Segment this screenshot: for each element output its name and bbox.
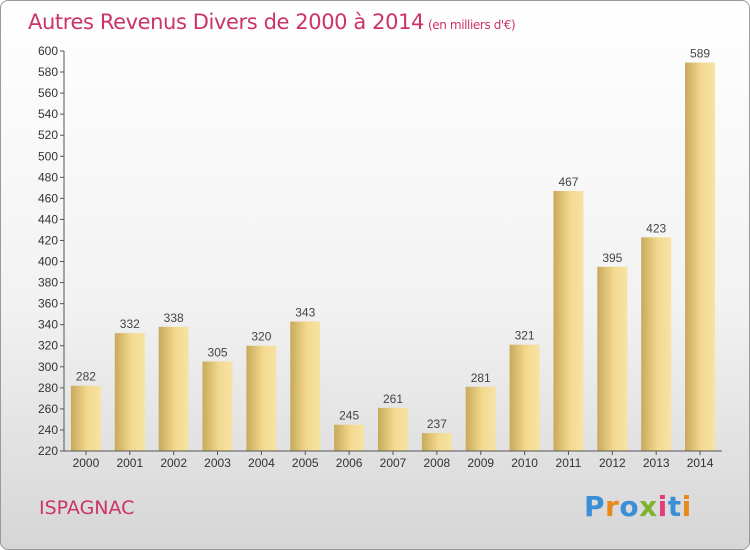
bar-2009: [465, 386, 496, 451]
y-tick-label-220: 220: [38, 444, 58, 458]
logo-letter: P: [584, 490, 606, 523]
y-tick-label-300: 300: [38, 360, 58, 374]
y-tick-label-420: 420: [38, 233, 58, 247]
y-tick-label-480: 480: [38, 170, 58, 184]
x-tick-label-2002: 2002: [160, 456, 187, 470]
data-label-2013: 423: [646, 221, 666, 235]
y-tick-label-580: 580: [38, 65, 58, 79]
y-tick-label-240: 240: [38, 423, 58, 437]
bar-2000: [70, 385, 101, 451]
logo-letter: r: [605, 490, 620, 523]
bar-2007: [378, 407, 408, 451]
bar-2011: [553, 191, 584, 451]
y-tick-label-520: 520: [38, 128, 58, 142]
x-tick-label-2014: 2014: [687, 456, 714, 470]
chart-title: Autres Revenus Divers de 2000 à 2014 (en …: [28, 10, 516, 34]
data-label-2005: 343: [295, 306, 315, 320]
y-tick-label-260: 260: [38, 402, 58, 416]
x-tick-label-2011: 2011: [556, 456, 582, 470]
data-label-2009: 281: [471, 371, 491, 385]
y-tick-label-320: 320: [38, 339, 58, 353]
y-tick-label-280: 280: [38, 381, 58, 395]
x-tick-label-2003: 2003: [204, 456, 231, 470]
data-label-2011: 467: [558, 175, 578, 189]
data-label-2008: 237: [427, 417, 447, 431]
chart-title-text: Autres Revenus Divers de 2000 à 2014: [28, 10, 425, 34]
bar-2003: [202, 361, 233, 451]
data-label-2012: 395: [602, 251, 622, 265]
x-tick-label-2008: 2008: [424, 456, 451, 470]
bar-2004: [246, 345, 277, 451]
x-tick-label-2012: 2012: [599, 456, 626, 470]
bar-2013: [641, 237, 672, 451]
bar-2001: [114, 333, 145, 451]
bar-2012: [597, 266, 628, 451]
data-label-2014: 589: [690, 47, 710, 61]
bars-group: 282 332 338 305 320 343 245 261 237 281 321 467 395 4…: [70, 47, 716, 451]
commune-name: ISPAGNAC: [39, 497, 135, 519]
x-tick-label-2010: 2010: [511, 456, 538, 470]
bar-2008: [421, 433, 452, 451]
bar-2010: [509, 344, 540, 451]
data-label-2003: 305: [208, 346, 228, 360]
bar-2002: [158, 326, 189, 451]
bar-2005: [290, 321, 321, 451]
y-tick-label-560: 560: [38, 86, 58, 100]
x-tick-label-2009: 2009: [467, 456, 494, 470]
x-tick-label-2006: 2006: [336, 456, 363, 470]
y-tick-label-600: 600: [38, 44, 58, 58]
logo-letter: i: [657, 490, 668, 523]
data-label-2004: 320: [251, 330, 271, 344]
y-tick-label-400: 400: [38, 255, 58, 269]
y-tick-label-340: 340: [38, 318, 58, 332]
logo-letter: x: [639, 490, 658, 523]
y-tick-label-500: 500: [38, 149, 58, 163]
x-tick-label-2001: 2001: [116, 456, 143, 470]
y-tick-label-540: 540: [38, 107, 58, 121]
x-tick-label-2004: 2004: [248, 456, 275, 470]
x-tick-label-2005: 2005: [292, 456, 319, 470]
axes-group: 2000 2001 2002 2003 2004 2005 2006 2007 2008 2009…: [38, 44, 722, 470]
data-label-2000: 282: [76, 370, 96, 384]
x-tick-label-2000: 2000: [73, 456, 100, 470]
data-label-2002: 338: [164, 311, 184, 325]
x-tick-label-2013: 2013: [643, 456, 670, 470]
bar-2014: [685, 62, 716, 451]
logo-letter: o: [619, 490, 640, 523]
data-label-2007: 261: [383, 392, 403, 406]
chart-unit: (en milliers d'€): [428, 18, 516, 32]
data-label-2010: 321: [515, 329, 535, 343]
y-tick-label-380: 380: [38, 276, 58, 290]
proxiti-logo[interactable]: Proxiti: [584, 490, 692, 523]
y-tick-label-460: 460: [38, 191, 58, 205]
bar-2006: [334, 424, 365, 451]
logo-letter: i: [681, 490, 692, 523]
y-tick-label-440: 440: [38, 212, 58, 226]
data-label-2006: 245: [339, 409, 359, 423]
x-tick-label-2007: 2007: [380, 456, 407, 470]
y-tick-label-360: 360: [38, 297, 58, 311]
data-label-2001: 332: [120, 317, 140, 331]
logo-letter: t: [667, 490, 682, 523]
